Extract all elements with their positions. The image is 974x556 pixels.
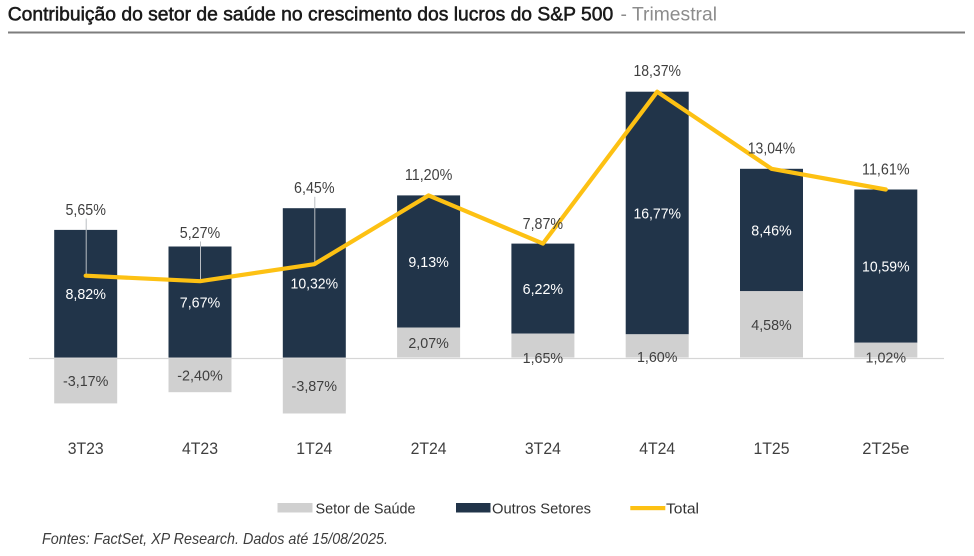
svg-text:7,87%: 7,87% xyxy=(523,216,564,233)
svg-text:10,32%: 10,32% xyxy=(291,275,339,292)
svg-text:10,59%: 10,59% xyxy=(862,259,910,276)
svg-text:-3,17%: -3,17% xyxy=(63,373,109,390)
svg-text:7,67%: 7,67% xyxy=(180,295,221,312)
svg-text:5,27%: 5,27% xyxy=(180,225,221,242)
svg-text:8,46%: 8,46% xyxy=(751,223,792,240)
svg-text:1T24: 1T24 xyxy=(296,440,332,458)
svg-text:11,20%: 11,20% xyxy=(405,167,453,184)
svg-text:-2,40%: -2,40% xyxy=(177,367,223,384)
svg-text:Setor de Saúde: Setor de Saúde xyxy=(316,501,416,518)
svg-text:13,04%: 13,04% xyxy=(748,141,796,158)
svg-text:Total: Total xyxy=(666,501,699,518)
svg-text:2T24: 2T24 xyxy=(411,440,447,458)
svg-text:5,65%: 5,65% xyxy=(65,202,106,219)
svg-text:1,65%: 1,65% xyxy=(523,350,564,367)
svg-text:-3,87%: -3,87% xyxy=(292,378,338,395)
svg-text:1,60%: 1,60% xyxy=(637,349,678,366)
svg-text:6,45%: 6,45% xyxy=(294,180,335,197)
svg-text:18,37%: 18,37% xyxy=(633,63,681,80)
svg-text:4,58%: 4,58% xyxy=(751,317,792,334)
svg-text:- Trimestral: - Trimestral xyxy=(621,4,718,26)
svg-text:16,77%: 16,77% xyxy=(633,206,681,223)
svg-text:Fontes: FactSet, XP Research.: Fontes: FactSet, XP Research. Dados até … xyxy=(42,531,388,548)
svg-text:Outros Setores: Outros Setores xyxy=(492,501,591,518)
svg-text:Contribuição do setor de saúde: Contribuição do setor de saúde no cresci… xyxy=(8,4,614,26)
svg-text:9,13%: 9,13% xyxy=(408,254,449,271)
svg-text:1T25: 1T25 xyxy=(754,440,790,458)
svg-text:8,82%: 8,82% xyxy=(65,286,106,303)
svg-text:1,02%: 1,02% xyxy=(866,350,907,367)
svg-text:3T24: 3T24 xyxy=(525,440,561,458)
svg-text:2,07%: 2,07% xyxy=(408,335,449,352)
svg-text:4T24: 4T24 xyxy=(639,440,675,458)
svg-text:11,61%: 11,61% xyxy=(862,162,910,179)
svg-text:2T25e: 2T25e xyxy=(862,440,909,458)
svg-text:4T23: 4T23 xyxy=(182,440,218,458)
svg-text:6,22%: 6,22% xyxy=(523,281,564,298)
svg-text:3T23: 3T23 xyxy=(68,440,104,458)
